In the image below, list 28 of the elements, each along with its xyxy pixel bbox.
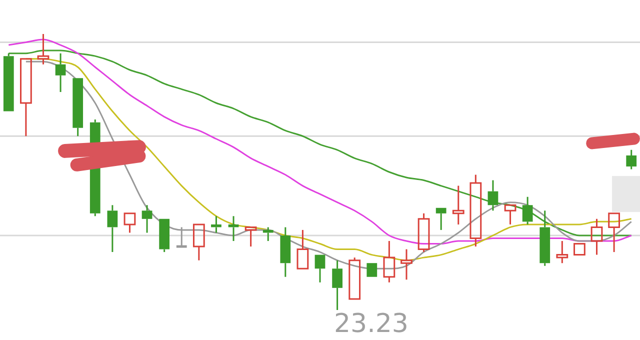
candlestick [72, 78, 84, 137]
candlestick [504, 204, 516, 226]
candlestick [37, 33, 50, 66]
candlestick [244, 226, 257, 248]
annotation: 23.23 [334, 308, 408, 339]
candlestick [608, 212, 620, 253]
candlestick [436, 208, 446, 231]
candlestick [124, 212, 136, 234]
candlestick [332, 260, 342, 311]
candlestick [192, 224, 205, 262]
candlestick [55, 52, 66, 93]
candlestick [296, 229, 309, 270]
candlestick [262, 226, 274, 242]
candlestick [488, 180, 498, 212]
candlestick [400, 248, 412, 280]
candlestick [452, 185, 464, 226]
candlestick [20, 58, 32, 137]
candlestick [590, 218, 603, 256]
candlestick [626, 149, 637, 170]
candlestick [107, 204, 118, 253]
candlestick [280, 226, 291, 278]
candlestick [556, 240, 568, 264]
candlestick [142, 204, 152, 234]
candlestick [522, 196, 533, 226]
candlestick [314, 254, 326, 284]
candlestick [470, 174, 482, 248]
candlestick [383, 240, 396, 284]
candlestick [211, 215, 222, 234]
